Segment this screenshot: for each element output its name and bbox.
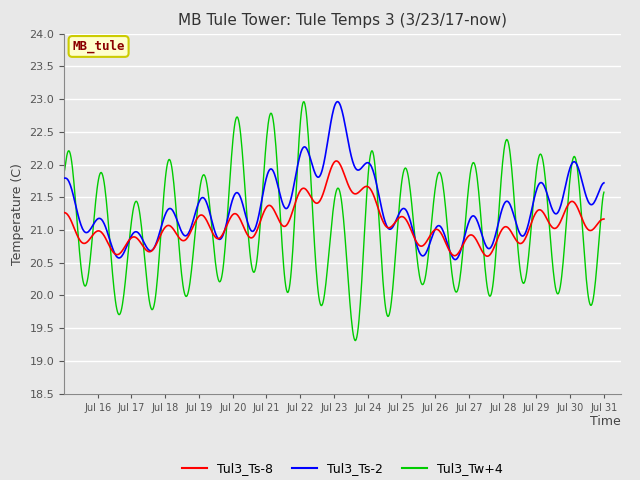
Tul3_Ts-2 — [452, 257, 460, 263]
Tul3_Ts-8 — [124, 240, 131, 246]
Tul3_Tw+4 — [391, 260, 399, 265]
Tul3_Ts-8 — [600, 216, 608, 222]
Y-axis label: Temperature (C): Temperature (C) — [11, 163, 24, 264]
Tul3_Ts-2 — [270, 169, 278, 175]
Tul3_Ts-8 — [483, 253, 491, 259]
Tul3_Tw+4 — [270, 121, 278, 127]
Tul3_Tw+4 — [223, 225, 230, 231]
Tul3_Ts-8 — [270, 207, 278, 213]
Tul3_Ts-8 — [250, 234, 257, 240]
Tul3_Tw+4 — [60, 170, 68, 176]
Tul3_Tw+4 — [300, 99, 308, 105]
Tul3_Tw+4 — [250, 269, 257, 275]
Tul3_Ts-2 — [334, 99, 342, 105]
Line: Tul3_Ts-8: Tul3_Ts-8 — [64, 161, 604, 256]
Tul3_Ts-8 — [223, 223, 230, 229]
Tul3_Ts-2 — [420, 252, 428, 258]
Tul3_Tw+4 — [351, 338, 359, 344]
Line: Tul3_Ts-2: Tul3_Ts-2 — [64, 102, 604, 260]
Tul3_Ts-2 — [390, 222, 398, 228]
Tul3_Ts-2 — [60, 175, 68, 181]
Tul3_Ts-8 — [60, 210, 68, 216]
X-axis label: Time: Time — [590, 415, 621, 429]
Tul3_Tw+4 — [421, 276, 429, 281]
Tul3_Tw+4 — [600, 189, 608, 195]
Title: MB Tule Tower: Tule Temps 3 (3/23/17-now): MB Tule Tower: Tule Temps 3 (3/23/17-now… — [178, 13, 507, 28]
Tul3_Tw+4 — [124, 258, 131, 264]
Tul3_Ts-2 — [250, 228, 257, 234]
Line: Tul3_Tw+4: Tul3_Tw+4 — [64, 102, 604, 341]
Tul3_Ts-8 — [333, 158, 340, 164]
Tul3_Ts-2 — [223, 220, 230, 226]
Legend: Tul3_Ts-8, Tul3_Ts-2, Tul3_Tw+4: Tul3_Ts-8, Tul3_Ts-2, Tul3_Tw+4 — [177, 457, 508, 480]
Text: MB_tule: MB_tule — [72, 40, 125, 53]
Tul3_Ts-2 — [124, 242, 131, 248]
Tul3_Ts-2 — [600, 180, 608, 186]
Tul3_Ts-8 — [420, 241, 428, 247]
Tul3_Ts-8 — [390, 221, 398, 227]
